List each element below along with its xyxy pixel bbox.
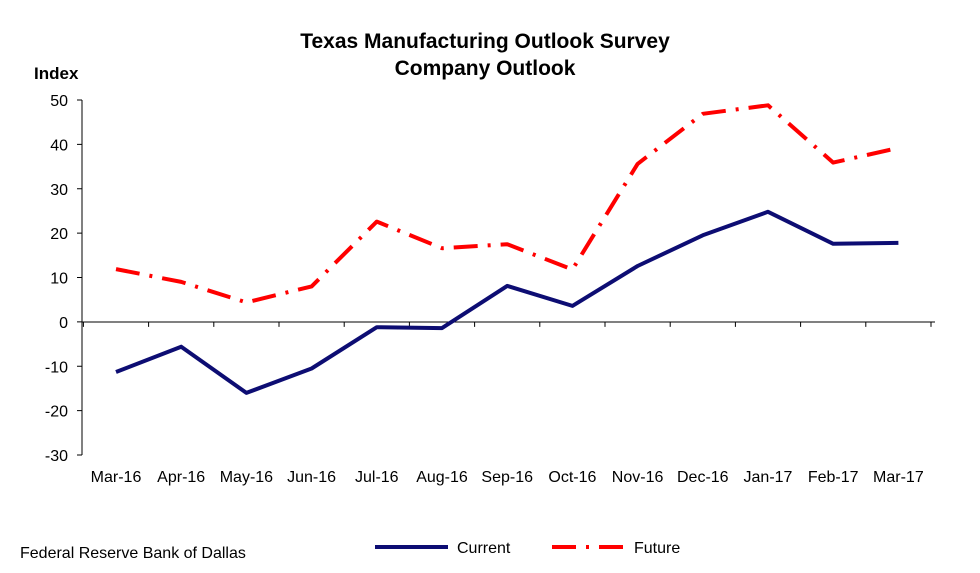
legend-current-label: Current [457, 540, 511, 557]
x-tick-label: Jun-16 [287, 469, 336, 486]
x-ticks: Mar-16 Apr-16 May-16 Jun-16 Jul-16 Aug-16 Sep-… [82, 321, 932, 486]
y-tick-label: -30 [45, 448, 68, 465]
y-tick-label: -10 [45, 359, 68, 376]
y-tick-label: 40 [50, 137, 68, 154]
y-tick-label: 10 [50, 271, 68, 288]
y-ticks: 50 40 30 20 10 0 -10 -20 -30 [45, 93, 82, 465]
y-tick-label: 30 [50, 182, 68, 199]
legend-future-label: Future [634, 540, 680, 557]
source-note: Federal Reserve Bank of Dallas [20, 545, 246, 562]
x-tick-label: Dec-16 [677, 469, 729, 486]
x-tick-label: Jul-16 [355, 469, 399, 486]
x-tick-label: Mar-16 [91, 469, 142, 486]
y-tick-label: 0 [59, 315, 68, 332]
x-tick-label: Sep-16 [481, 469, 533, 486]
x-tick-label: Feb-17 [808, 469, 859, 486]
y-tick-label: 20 [50, 226, 68, 243]
series-line-current [115, 209, 899, 395]
x-tick-label: May-16 [220, 469, 273, 486]
y-tick-label: 50 [50, 93, 68, 110]
x-tick-label: Mar-17 [873, 469, 924, 486]
chart-subtitle: Company Outlook [395, 57, 576, 80]
y-axis-label: Index [34, 64, 79, 83]
x-tick-label: Oct-16 [548, 469, 596, 486]
x-tick-label: Apr-16 [157, 469, 205, 486]
chart-title: Texas Manufacturing Outlook Survey [300, 30, 670, 53]
y-tick-label: -20 [45, 404, 68, 421]
series-line-future [115, 103, 899, 305]
legend: Current Future [375, 540, 680, 557]
x-tick-label: Jan-17 [744, 469, 793, 486]
series-lines [115, 103, 899, 395]
x-tick-label: Nov-16 [612, 469, 664, 486]
x-tick-label: Aug-16 [416, 469, 468, 486]
